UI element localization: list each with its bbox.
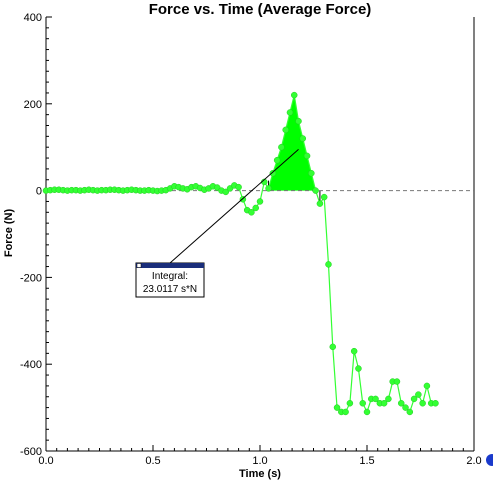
- plot-frame: [45, 17, 475, 452]
- y-tick-label: 200: [24, 99, 42, 111]
- data-point: [402, 404, 409, 411]
- integral-annotation[interactable]: Integral: 23.0117 s*N: [135, 148, 299, 298]
- data-point: [320, 193, 328, 201]
- data-point: [256, 198, 264, 205]
- data-point: [252, 204, 259, 212]
- data-point: [415, 391, 422, 398]
- annotation-label: Integral:: [152, 271, 188, 282]
- annotation-close-icon[interactable]: [136, 263, 142, 268]
- y-tick-label: -600: [20, 446, 42, 458]
- data-point: [273, 156, 281, 164]
- data-point: [419, 400, 426, 407]
- y-tick-label: 0: [36, 186, 42, 198]
- chart-title: Force vs. Time (Average Force): [149, 1, 372, 18]
- scroll-handle-icon[interactable]: [486, 454, 493, 466]
- x-tick-label: 1.0: [252, 455, 267, 467]
- data-point: [303, 152, 311, 160]
- data-point: [406, 408, 414, 416]
- data-point: [299, 135, 307, 142]
- y-tick-label: -400: [20, 359, 42, 371]
- y-tick-label: 400: [24, 12, 42, 24]
- data-point: [342, 408, 349, 416]
- data-point: [355, 365, 362, 372]
- data-point: [385, 395, 392, 403]
- data-point: [269, 169, 277, 177]
- annotation-value: 23.0117 s*N: [143, 284, 197, 295]
- data-point: [350, 347, 358, 355]
- data-point: [432, 400, 439, 407]
- y-axis-ticks: 400 200 0 -200 -400 -600: [20, 12, 52, 458]
- data-point: [282, 126, 289, 134]
- integral-shaded-region: [268, 95, 321, 201]
- data-point: [286, 109, 294, 116]
- x-tick-label: 1.5: [359, 455, 374, 467]
- x-axis-label: Time (s): [239, 468, 281, 480]
- data-point: [290, 91, 298, 99]
- data-point: [325, 261, 332, 268]
- y-axis-label: Force (N): [3, 209, 15, 258]
- y-tick-label: -200: [20, 272, 42, 284]
- annotation-titlebar: [136, 263, 204, 268]
- x-tick-label: 2.0: [466, 455, 481, 467]
- data-point: [333, 404, 341, 411]
- data-point: [380, 400, 388, 407]
- data-point: [265, 185, 272, 192]
- data-point: [222, 188, 230, 196]
- data-point: [248, 209, 255, 216]
- shaded-area: [268, 95, 320, 191]
- data-point: [393, 378, 401, 385]
- data-point: [397, 400, 405, 407]
- annotation-leader-line: [169, 148, 299, 264]
- data-point: [372, 395, 379, 403]
- data-point: [308, 169, 315, 177]
- x-tick-label: 0.5: [145, 455, 160, 467]
- data-point: [235, 183, 242, 191]
- data-point: [363, 408, 371, 416]
- x-axis-ticks: 0.0 0.5 1.0 1.5 2.0: [38, 445, 482, 467]
- force-series: [42, 91, 439, 416]
- data-point: [359, 400, 366, 407]
- data-point: [423, 382, 431, 390]
- x-tick-label: 0.0: [38, 455, 53, 467]
- data-point: [295, 117, 302, 125]
- data-point: [312, 187, 319, 194]
- annotation-box[interactable]: [135, 262, 205, 298]
- data-point: [329, 343, 337, 351]
- series-line: [45, 94, 436, 414]
- data-point: [278, 143, 285, 151]
- data-point: [316, 200, 324, 207]
- data-point: [346, 400, 354, 407]
- data-point: [410, 395, 418, 403]
